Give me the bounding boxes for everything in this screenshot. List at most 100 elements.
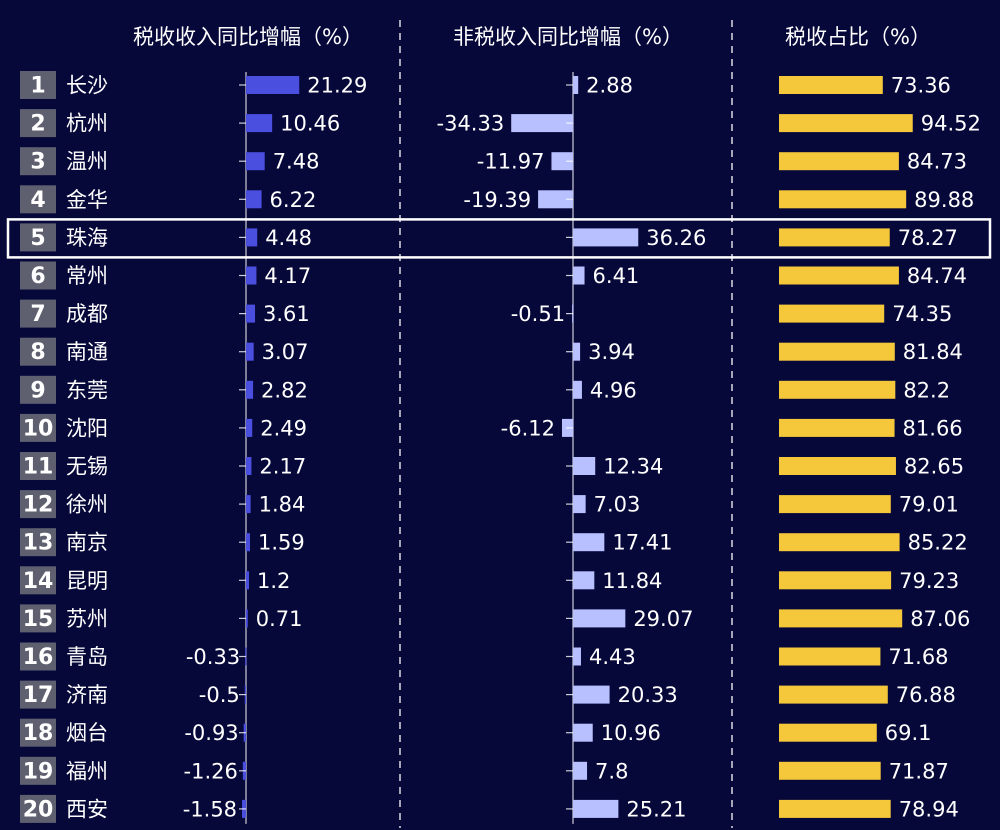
- tax-growth-label: 2.82: [261, 378, 308, 402]
- tax-growth-label: 3.61: [263, 302, 310, 326]
- tax-growth-label: 1.2: [257, 569, 290, 593]
- rank-box: [20, 109, 56, 138]
- city-label: 济南: [66, 683, 108, 707]
- nontax-growth-label: 20.33: [618, 683, 678, 707]
- nontax-growth-label: 36.26: [646, 226, 706, 250]
- nontax-growth-label: 7.8: [595, 759, 628, 783]
- tax-share-label: 78.27: [898, 226, 958, 250]
- tax-growth-label: 0.71: [256, 607, 303, 631]
- tax-growth-label: 4.48: [265, 226, 312, 250]
- tax-growth-label: 1.84: [259, 493, 306, 517]
- tax-share-bar: [779, 571, 892, 590]
- tax-share-bar: [779, 228, 890, 247]
- tax-growth-label: 3.07: [262, 340, 309, 364]
- tax-growth-label: -1.26: [184, 759, 238, 783]
- nontax-growth-label: -6.12: [501, 416, 555, 440]
- rank-number: 7: [30, 302, 45, 327]
- rank-number: 1: [30, 74, 45, 99]
- tax-growth-bar: [246, 190, 262, 209]
- city-label: 沈阳: [66, 416, 108, 440]
- tax-share-bar: [779, 685, 888, 704]
- tax-share-label: 85.22: [908, 531, 968, 555]
- city-label: 珠海: [66, 226, 108, 250]
- rank-number: 17: [23, 683, 54, 708]
- tax-growth-label: -0.5: [199, 683, 240, 707]
- nontax-growth-bar: [573, 647, 581, 666]
- tax-share-label: 79.01: [899, 493, 959, 517]
- tax-growth-label: 7.48: [273, 150, 320, 174]
- tax-share-label: 73.36: [891, 74, 951, 98]
- nontax-growth-bar: [573, 533, 605, 552]
- nontax-growth-bar: [551, 152, 573, 171]
- rank-box: [20, 566, 56, 595]
- city-label: 苏州: [66, 607, 108, 631]
- tax-share-bar: [779, 152, 899, 171]
- nontax-growth-label: 4.43: [589, 645, 636, 669]
- tax-share-bar: [779, 380, 896, 399]
- nontax-growth-bar: [573, 495, 586, 514]
- tax-share-label: 82.2: [903, 378, 950, 402]
- rank-number: 14: [23, 569, 54, 594]
- rank-box: [20, 794, 56, 823]
- rank-number: 18: [23, 721, 54, 746]
- tax-share-label: 89.88: [914, 188, 974, 212]
- rank-box: [20, 147, 56, 176]
- city-label: 长沙: [66, 74, 108, 98]
- rank-number: 13: [23, 531, 54, 556]
- rank-box: [20, 375, 56, 404]
- tax-growth-label: -0.93: [184, 721, 238, 745]
- tax-growth-bar: [246, 609, 248, 628]
- tax-share-bar: [779, 266, 899, 285]
- rank-box: [20, 223, 56, 252]
- tax-growth-bar: [246, 495, 251, 514]
- tax-growth-bar: [246, 457, 252, 475]
- tax-growth-label: 2.49: [260, 416, 307, 440]
- nontax-growth-bar: [573, 609, 626, 628]
- highlight-row-frame: [6, 218, 992, 259]
- city-label: 杭州: [66, 112, 108, 136]
- tax-growth-bar: [246, 228, 258, 247]
- tax-growth-label: 10.46: [280, 112, 340, 136]
- tax-share-label: 74.35: [892, 302, 952, 326]
- nontax-growth-bar: [573, 76, 579, 94]
- tax-share-label: 84.74: [907, 264, 967, 288]
- nontax-growth-bar: [573, 266, 585, 285]
- tax-share-bar: [779, 761, 881, 780]
- tax-share-label: 94.52: [921, 112, 981, 136]
- header-tax-share: 税收占比（%）: [785, 25, 931, 49]
- tax-growth-bar: [246, 533, 250, 552]
- rank-number: 12: [23, 493, 54, 518]
- tax-share-label: 71.68: [888, 645, 948, 669]
- tax-growth-bar: [246, 418, 253, 437]
- header-tax-growth: 税收收入同比增幅（%）: [133, 25, 363, 49]
- rank-box: [20, 185, 56, 214]
- nontax-growth-label: 29.07: [633, 607, 693, 631]
- tax-share-bar: [779, 609, 903, 628]
- tax-growth-label: 4.17: [264, 264, 311, 288]
- tax-share-bar: [779, 533, 900, 552]
- tax-share-label: 81.84: [903, 340, 963, 364]
- tax-share-label: 78.94: [899, 797, 959, 821]
- city-label: 南京: [66, 531, 108, 555]
- nontax-growth-bar: [511, 114, 573, 133]
- tax-growth-bar: [246, 114, 273, 133]
- tax-growth-label: -0.33: [186, 645, 240, 669]
- nontax-growth-bar: [573, 457, 596, 475]
- tax-share-label: 79.23: [899, 569, 959, 593]
- rank-box: [20, 642, 56, 671]
- nontax-growth-label: 12.34: [603, 455, 663, 479]
- rank-box: [20, 71, 56, 99]
- rank-number: 11: [23, 455, 54, 480]
- rank-number: 2: [30, 112, 45, 137]
- rank-box: [20, 299, 56, 328]
- tax-growth-label: 21.29: [307, 74, 367, 98]
- tax-growth-label: 1.59: [258, 531, 305, 555]
- city-label: 徐州: [66, 493, 108, 517]
- tax-growth-bar: [246, 266, 257, 285]
- rank-number: 20: [23, 797, 54, 822]
- nontax-growth-bar: [573, 380, 582, 399]
- tax-growth-bar: [246, 380, 254, 399]
- tax-growth-label: 6.22: [270, 188, 317, 212]
- tax-share-bar: [779, 342, 895, 361]
- tax-share-bar: [779, 799, 891, 818]
